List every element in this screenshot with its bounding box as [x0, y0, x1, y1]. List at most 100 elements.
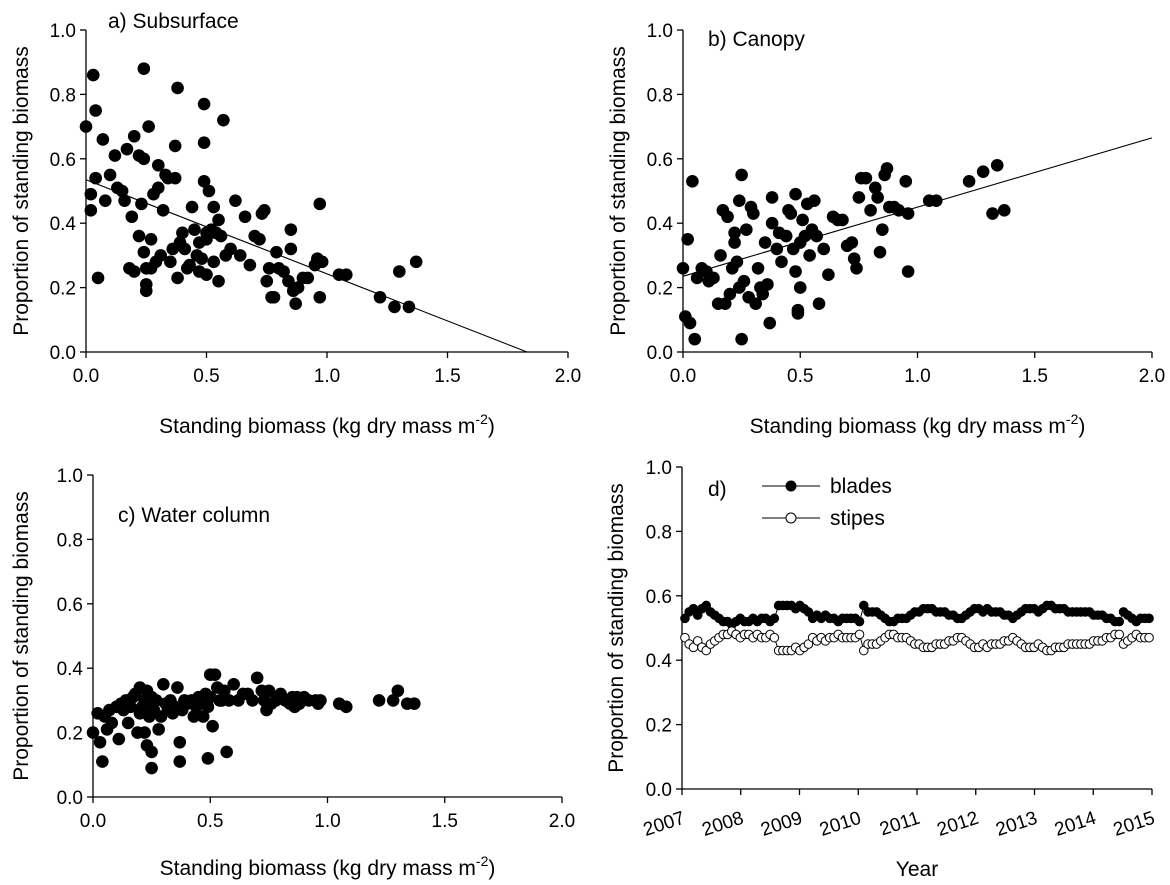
- data-point: [810, 229, 823, 243]
- legend-entry-blades: blades: [762, 475, 892, 498]
- data-point: [214, 229, 228, 243]
- data-point: [386, 694, 400, 707]
- data-point: [740, 223, 753, 236]
- y-tick-label: 0.2: [50, 279, 76, 300]
- data-point: [250, 671, 264, 685]
- data-point: [176, 226, 189, 240]
- data-point: [871, 191, 884, 204]
- x-tick-label: 0.5: [787, 366, 813, 387]
- y-tick-label: 1.0: [50, 21, 76, 42]
- data-point: [121, 716, 135, 730]
- data-point: [388, 300, 401, 314]
- data-point: [391, 684, 405, 698]
- data-point: [313, 197, 327, 211]
- data-point: [749, 297, 762, 311]
- data-point: [145, 745, 158, 759]
- data-points: [86, 668, 421, 775]
- data-point: [202, 184, 216, 198]
- x-tick-label: 1.0: [314, 811, 340, 832]
- x-tick-label: 2007: [641, 808, 688, 841]
- data-point: [142, 120, 155, 133]
- y-tick-label: 0.6: [647, 150, 673, 171]
- data-point: [96, 755, 109, 768]
- data-point: [154, 249, 168, 262]
- series-marker: [1144, 632, 1154, 643]
- data-point: [137, 62, 151, 75]
- data-point: [195, 252, 208, 265]
- data-point: [990, 158, 1004, 172]
- y-tick-label: 0.4: [646, 651, 673, 672]
- x-tick-label: 0.5: [193, 366, 219, 387]
- y-tick-label: 0.8: [647, 85, 673, 106]
- y-tick-label: 1.0: [57, 466, 83, 487]
- data-point: [707, 271, 720, 285]
- data-point: [690, 271, 704, 285]
- data-point: [96, 133, 110, 146]
- data-point: [206, 719, 219, 733]
- data-point: [284, 223, 298, 236]
- data-point: [145, 761, 158, 775]
- data-point: [929, 194, 943, 207]
- y-tick-label: 0.2: [647, 279, 673, 300]
- data-point: [124, 700, 137, 714]
- data-point: [168, 139, 182, 153]
- data-point: [93, 735, 107, 749]
- legend-label: stipes: [830, 507, 885, 530]
- y-tick-label: 0.0: [647, 343, 673, 364]
- data-point: [751, 261, 765, 275]
- data-point: [105, 716, 119, 730]
- panel-title: c) Water column: [118, 504, 270, 527]
- data-point: [238, 210, 252, 224]
- data-point: [262, 684, 276, 698]
- x-tick-label: 2012: [935, 808, 982, 841]
- x-tick-label: 2008: [700, 808, 747, 841]
- data-point: [144, 233, 158, 246]
- data-point: [120, 142, 134, 156]
- data-point: [859, 171, 873, 185]
- data-point: [714, 249, 727, 262]
- x-tick-labels: 0.0 0.5 1.0 1.5 2.0: [80, 811, 575, 832]
- y-tick-labels: 0.0 0.2 0.4 0.6 0.8 1.0: [57, 466, 84, 809]
- x-tick-label: 2010: [817, 808, 864, 841]
- y-tick-labels: 0.0 0.2 0.4 0.6 0.8 1.0: [50, 21, 77, 364]
- data-point: [793, 281, 807, 294]
- data-point: [127, 265, 141, 278]
- x-tick-label: 2.0: [549, 811, 575, 832]
- data-point: [152, 158, 165, 172]
- data-point: [688, 332, 702, 346]
- x-axis-title: Standing biomass (kg dry mass m-2): [750, 411, 1086, 438]
- data-point: [756, 287, 770, 301]
- data-point: [737, 274, 751, 288]
- data-point: [201, 700, 215, 714]
- y-tick-labels: 0.0 0.2 0.4 0.6 0.8 1.0: [647, 21, 674, 364]
- data-point: [301, 271, 315, 285]
- y-tick-label: 0.0: [50, 343, 76, 364]
- data-point: [171, 271, 184, 285]
- data-point: [218, 684, 231, 698]
- data-point: [270, 245, 283, 259]
- data-point: [850, 261, 863, 275]
- data-point: [791, 303, 805, 317]
- y-tick-label: 0.6: [646, 587, 672, 608]
- x-tick-labels: 0.0 0.5 1.0 1.5 2.0: [73, 366, 581, 387]
- series-stipes: [680, 626, 1154, 656]
- y-tick-label: 0.4: [57, 659, 84, 680]
- data-point: [258, 204, 271, 217]
- data-point: [79, 120, 93, 133]
- series-marker: [769, 632, 780, 643]
- data-point: [200, 268, 213, 282]
- data-point: [735, 168, 748, 182]
- data-point: [178, 242, 192, 256]
- series-marker: [1114, 629, 1125, 640]
- y-tick-label: 0.2: [646, 716, 672, 737]
- data-point: [372, 694, 386, 707]
- data-point: [676, 261, 690, 275]
- data-point: [267, 290, 281, 304]
- x-tick-label: 0.0: [73, 366, 99, 387]
- data-point: [873, 245, 887, 259]
- data-point: [188, 223, 201, 236]
- data-point: [683, 316, 697, 330]
- data-point: [284, 242, 298, 256]
- data-point: [730, 255, 744, 269]
